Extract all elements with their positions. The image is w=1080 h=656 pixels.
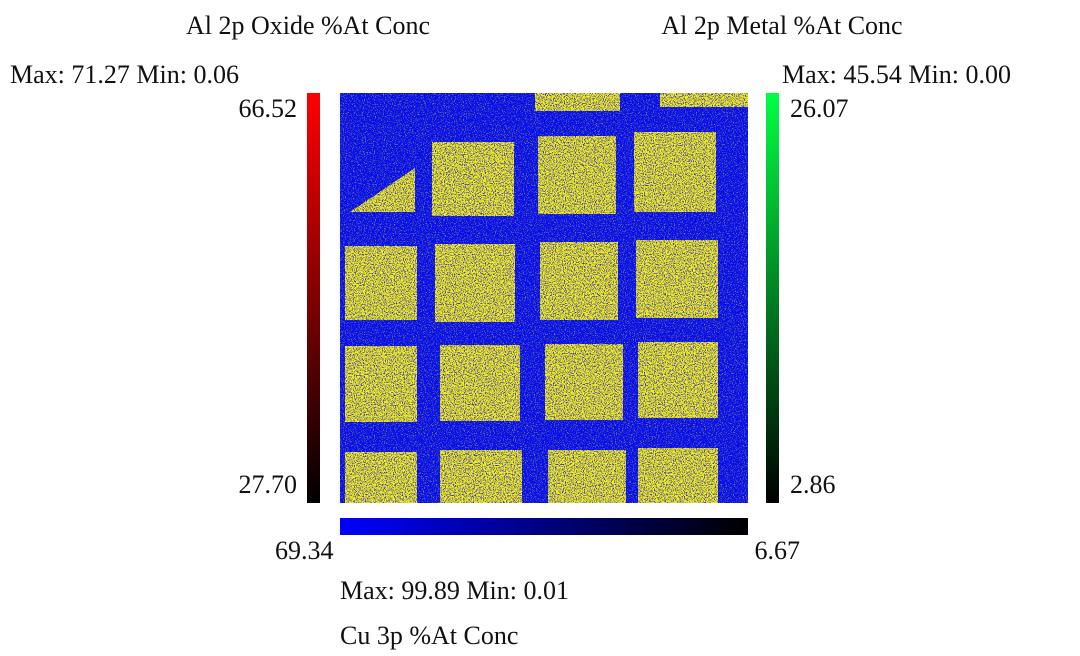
metal-scale-top: 26.07 <box>790 94 849 123</box>
oxide-scale-bottom: 27.70 <box>239 470 298 499</box>
oxide-scale-top: 66.52 <box>239 94 298 123</box>
copper-scale-left: 69.34 <box>275 536 334 565</box>
metal-range: Max: 45.54 Min: 0.00 <box>782 60 1011 89</box>
oxide-title: Al 2p Oxide %At Conc <box>186 11 430 40</box>
oxide-range: Max: 71.27 Min: 0.06 <box>10 60 239 89</box>
metal-color-bar <box>766 93 779 503</box>
metal-title: Al 2p Metal %At Conc <box>661 11 902 40</box>
copper-range: Max: 99.89 Min: 0.01 <box>340 576 569 605</box>
oxide-color-bar <box>307 93 320 503</box>
map-image <box>340 93 748 503</box>
copper-title: Cu 3p %At Conc <box>340 621 518 650</box>
copper-color-bar <box>340 518 748 535</box>
metal-scale-bottom: 2.86 <box>790 470 836 499</box>
copper-scale-right: 6.67 <box>755 536 801 565</box>
